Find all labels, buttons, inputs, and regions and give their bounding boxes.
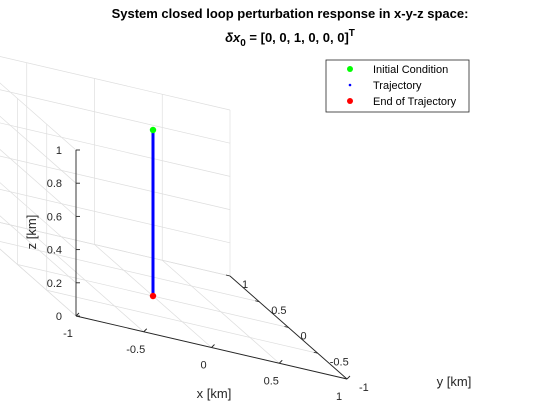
legend-marker-initial-condition — [347, 66, 353, 72]
legend-marker-trajectory — [348, 83, 352, 87]
x-tick-label: -0.5 — [126, 344, 145, 356]
x-tick-mark — [143, 328, 148, 333]
x-tick-mark — [278, 359, 283, 364]
z-tick-label: 0.6 — [47, 211, 62, 223]
grid-line-floor-y — [0, 241, 260, 303]
z-tick-label: 1 — [56, 145, 62, 157]
x-tick-label: 0.5 — [264, 375, 279, 387]
legend: Initial Condition Trajectory End of Traj… — [325, 59, 470, 113]
z-tick-label: 0.8 — [47, 178, 62, 190]
grid-line-floor-y — [46, 289, 318, 354]
y-tick-mark — [225, 274, 231, 277]
data-point-initial-condition — [149, 126, 157, 134]
subtitle-sub: 0 — [240, 38, 246, 49]
subtitle-lhs: δx — [225, 30, 241, 45]
grid-line-back-z — [0, 56, 231, 111]
x-tick-mark — [75, 312, 80, 317]
legend-label-trajectory: Trajectory — [373, 80, 422, 92]
y-tick-mark — [284, 326, 289, 328]
chart-subtitle: δx0 = [0, 0, 1, 0, 0, 0]T — [225, 28, 355, 49]
x-axis-label: x [km] — [197, 386, 232, 401]
x-tick-label: -1 — [63, 328, 73, 340]
subtitle-sup: T — [349, 28, 355, 39]
grid-line-left-z — [0, 149, 77, 217]
data-point-end-of-trajectory — [149, 292, 157, 300]
grid-line-back-z — [0, 155, 231, 210]
z-tick-label: 0.4 — [47, 245, 62, 257]
y-tick-label: 0.5 — [271, 305, 286, 317]
legend-marker-end-of-trajectory — [347, 98, 353, 104]
legend-label-initial-condition: Initial Condition — [373, 64, 448, 76]
grid-line-back-z — [0, 222, 231, 277]
data-layer — [149, 126, 157, 300]
x-tick-label: 1 — [336, 391, 342, 403]
subtitle-rhs: = [0, 0, 1, 0, 0, 0] — [246, 30, 349, 45]
y-tick-label: -1 — [359, 382, 369, 394]
x-tick-mark — [211, 344, 215, 348]
grid-line-left-z — [0, 215, 77, 284]
y-tick-mark — [313, 351, 318, 354]
grid-line-left-z — [0, 115, 77, 184]
y-tick-label: 0 — [301, 331, 307, 343]
chart-title: System closed loop perturbation response… — [112, 6, 469, 21]
z-tick-label: 0.2 — [47, 278, 62, 290]
grid-line-left-z — [0, 248, 77, 317]
y-tick-mark — [342, 377, 348, 380]
axes-box — [75, 149, 351, 380]
grid-line-back-z — [0, 188, 231, 244]
y-tick-label: 1 — [242, 279, 248, 291]
grid-line-back-z — [0, 122, 231, 177]
grid-line-left-z — [0, 82, 77, 151]
y-axis-label: y [km] — [437, 374, 472, 389]
grid-line-left-z — [0, 182, 77, 250]
y-tick-mark — [255, 300, 260, 303]
z-tick-label: 0 — [56, 311, 62, 323]
z-axis-label: z [km] — [24, 215, 39, 250]
tick-labels: -1 -0.5 0 0.5 1 -1 -0.5 0 0.5 1 0 0.2 0.4 0.6 0.8 1 — [47, 145, 369, 403]
y-tick-label: -0.5 — [330, 356, 349, 368]
grid-line-back-z — [0, 89, 231, 144]
x-tick-mark — [346, 375, 351, 380]
legend-label-end-of-trajectory: End of Trajectory — [373, 96, 457, 108]
x-tick-label: 0 — [200, 360, 206, 372]
